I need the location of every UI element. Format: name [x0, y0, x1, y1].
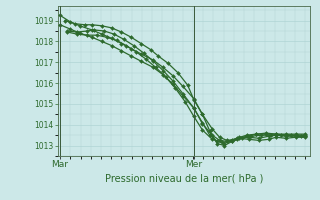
- X-axis label: Pression niveau de la mer( hPa ): Pression niveau de la mer( hPa ): [105, 173, 263, 183]
